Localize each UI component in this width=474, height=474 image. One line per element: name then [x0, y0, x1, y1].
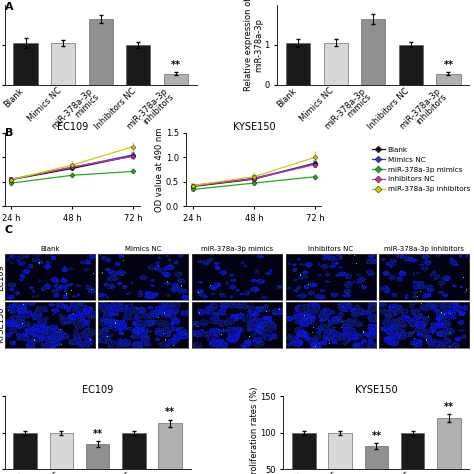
Y-axis label: OD value at 490 nm: OD value at 490 nm: [155, 127, 164, 211]
Bar: [292, 433, 316, 474]
Y-axis label: Relative expression of
miR-378a-3p: Relative expression of miR-378a-3p: [244, 0, 263, 91]
Title: Blank: Blank: [40, 246, 60, 252]
Bar: [86, 444, 109, 474]
Bar: [436, 73, 461, 85]
Bar: [13, 433, 37, 474]
Y-axis label: EC109: EC109: [0, 264, 5, 291]
Bar: [158, 423, 182, 474]
Bar: [89, 19, 113, 85]
Bar: [122, 433, 146, 474]
Title: Mimics NC: Mimics NC: [125, 246, 162, 252]
Y-axis label: Proliferation rates (%): Proliferation rates (%): [250, 386, 259, 474]
Bar: [126, 45, 150, 85]
Bar: [13, 43, 38, 85]
Bar: [286, 43, 310, 85]
Bar: [399, 45, 423, 85]
Legend: Blank, Mimics NC, miR-378a-3p mimics, Inhibitors NC, miR-378a-3p inhibitors: Blank, Mimics NC, miR-378a-3p mimics, In…: [372, 146, 470, 192]
Text: **: **: [171, 60, 181, 70]
Text: **: **: [371, 431, 382, 441]
Title: miR-378a-3p mimics: miR-378a-3p mimics: [201, 246, 273, 252]
Text: C: C: [5, 225, 13, 235]
Title: Inhibitors NC: Inhibitors NC: [308, 246, 353, 252]
Bar: [437, 418, 461, 474]
Text: **: **: [165, 407, 175, 417]
Bar: [164, 73, 188, 85]
Bar: [51, 43, 75, 85]
Text: **: **: [444, 402, 454, 412]
Title: KYSE150: KYSE150: [355, 385, 398, 395]
Bar: [328, 433, 352, 474]
Text: **: **: [443, 60, 453, 70]
Title: EC109: EC109: [82, 385, 113, 395]
Bar: [49, 433, 73, 474]
Text: A: A: [5, 2, 13, 12]
Title: miR-378a-3p inhibitors: miR-378a-3p inhibitors: [384, 246, 464, 252]
Bar: [361, 19, 385, 85]
Y-axis label: KYSE150: KYSE150: [0, 307, 5, 343]
Title: KYSE150: KYSE150: [233, 122, 275, 132]
Text: **: **: [92, 428, 103, 438]
Bar: [324, 43, 348, 85]
Title: EC109: EC109: [56, 122, 88, 132]
Text: B: B: [5, 128, 13, 138]
Bar: [401, 433, 425, 474]
Bar: [365, 446, 388, 474]
